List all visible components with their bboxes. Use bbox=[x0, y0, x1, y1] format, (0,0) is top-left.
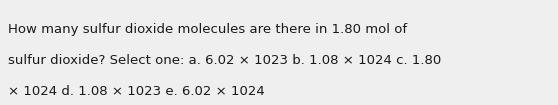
Text: sulfur dioxide? Select one: a. 6.02 × 1023 b. 1.08 × 1024 c. 1.80: sulfur dioxide? Select one: a. 6.02 × 10… bbox=[8, 54, 441, 67]
Text: × 1024 d. 1.08 × 1023 e. 6.02 × 1024: × 1024 d. 1.08 × 1023 e. 6.02 × 1024 bbox=[8, 85, 265, 98]
Text: How many sulfur dioxide molecules are there in 1.80 mol of: How many sulfur dioxide molecules are th… bbox=[8, 23, 407, 36]
